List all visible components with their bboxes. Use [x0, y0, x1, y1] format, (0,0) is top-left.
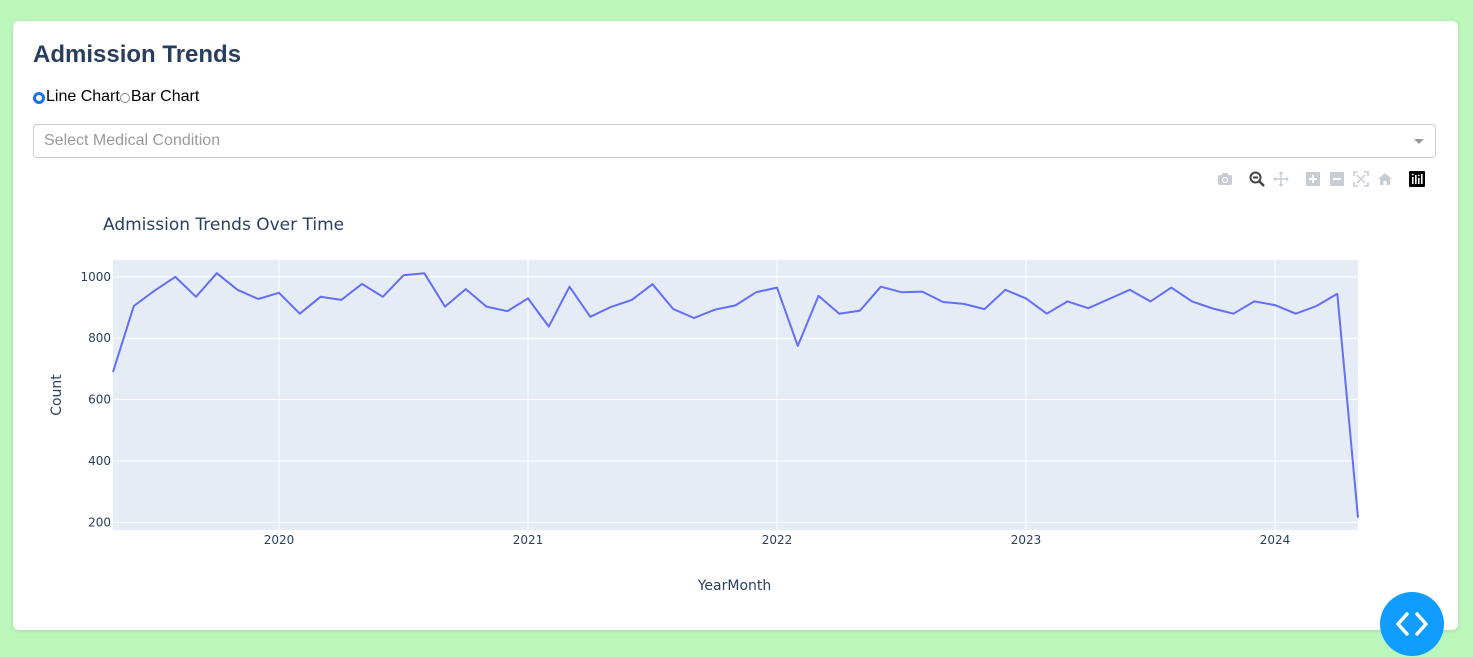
- y-axis-title: Count: [49, 374, 65, 416]
- y-tick-label: 800: [88, 331, 111, 345]
- y-tick-label: 400: [88, 454, 111, 468]
- radio-bar-chart[interactable]: Bar Chart: [119, 88, 200, 106]
- chart-title: Admission Trends Over Time: [103, 215, 344, 235]
- camera-icon[interactable]: [1213, 169, 1237, 189]
- radio-label-line-chart: Line Chart: [46, 88, 120, 105]
- y-tick-label: 200: [88, 515, 111, 529]
- zoom-icon[interactable]: [1245, 169, 1269, 189]
- code-toggle-button[interactable]: [1380, 592, 1444, 656]
- reset-axes-icon[interactable]: [1373, 169, 1397, 189]
- plotly-logo-icon[interactable]: [1405, 169, 1429, 189]
- radio-button-unselected[interactable]: [119, 93, 130, 103]
- x-tick-label: 2021: [513, 533, 544, 547]
- series-line: [112, 272, 1359, 518]
- radio-label-bar-chart: Bar Chart: [130, 88, 200, 105]
- x-tick-label: 2023: [1011, 533, 1042, 547]
- page-title: Admission Trends: [33, 41, 242, 68]
- admission-trends-card: Admission Trends Line Chart Bar Chart Se…: [13, 21, 1458, 630]
- x-tick-label: 2020: [264, 533, 295, 547]
- chevron-down-icon[interactable]: [1414, 138, 1424, 144]
- x-tick-label: 2024: [1260, 533, 1291, 547]
- zoom-out-icon[interactable]: [1325, 169, 1349, 189]
- x-axis-title: YearMonth: [697, 578, 772, 594]
- chart-type-radio-group: Line Chart Bar Chart: [33, 87, 199, 107]
- autoscale-icon[interactable]: [1349, 169, 1373, 189]
- zoom-in-icon[interactable]: [1301, 169, 1325, 189]
- y-tick-label: 1000: [80, 270, 111, 284]
- admission-trends-chart: 200 400 600 800 1000 2020 2021 2022 2023 2024 Admi…: [13, 181, 1458, 601]
- medical-condition-select[interactable]: Select Medical Condition: [33, 124, 1436, 158]
- code-icon: [1396, 612, 1428, 636]
- plot-area: [113, 260, 1358, 530]
- y-tick-label: 600: [88, 393, 111, 407]
- radio-line-chart[interactable]: Line Chart: [33, 88, 120, 106]
- line-chart-svg: 200 400 600 800 1000 2020 2021 2022 2023 2024 Admi…: [49, 215, 1359, 594]
- select-placeholder: Select Medical Condition: [44, 132, 221, 149]
- x-tick-label: 2022: [762, 533, 793, 547]
- pan-icon[interactable]: [1269, 169, 1293, 189]
- radio-button-selected[interactable]: [33, 92, 45, 104]
- plot-modebar: [1213, 169, 1429, 189]
